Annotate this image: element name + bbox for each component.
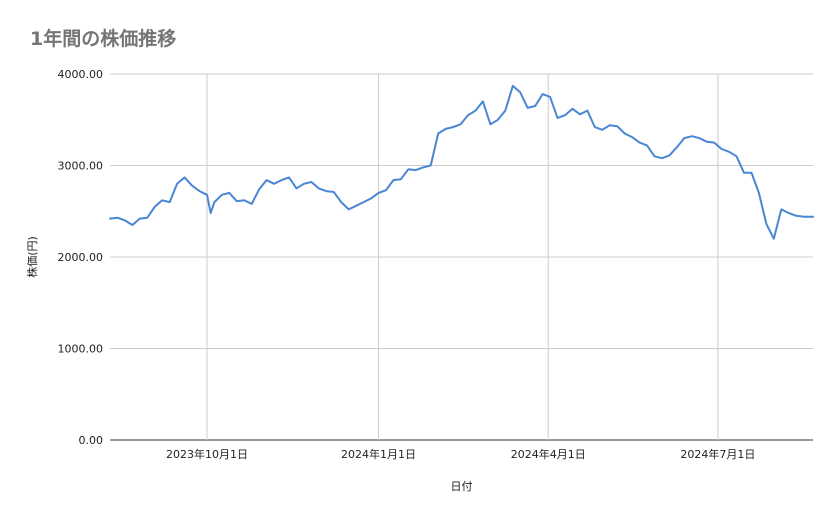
x-tick-label: 2023年10月1日 <box>166 447 248 461</box>
y-tick-label: 3000.00 <box>58 160 104 173</box>
y-tick-label: 1000.00 <box>58 343 104 356</box>
y-axis-title: 株価(円) <box>25 236 39 278</box>
y-tick-label: 4000.00 <box>58 68 104 81</box>
y-tick-label: 2000.00 <box>58 251 104 264</box>
x-axis-title: 日付 <box>451 480 473 493</box>
x-tick-label: 2024年1月1日 <box>341 447 416 461</box>
x-tick-label: 2024年4月1日 <box>511 447 586 461</box>
series-line <box>109 84 814 240</box>
x-tick-label: 2024年7月1日 <box>680 447 755 461</box>
y-tick-label: 0.00 <box>79 434 104 447</box>
chart-title: 1年間の株価推移 <box>30 28 177 50</box>
